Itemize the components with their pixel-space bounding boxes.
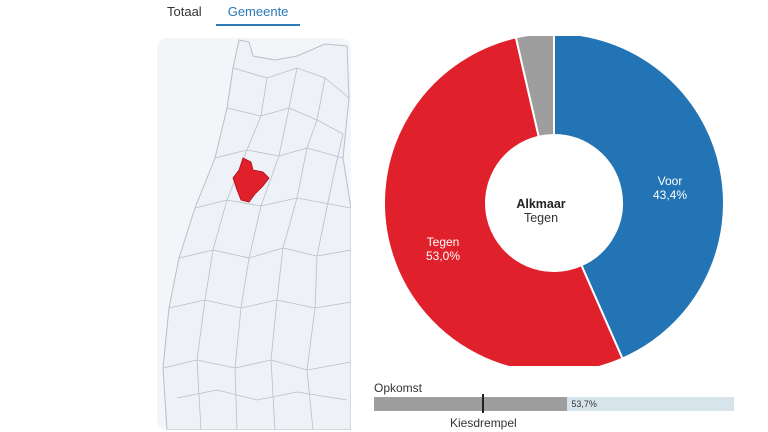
slice-label-voor: Voor 43,4% [650, 174, 690, 202]
donut-slice-tegen[interactable] [384, 36, 624, 366]
donut-slice-other[interactable] [514, 36, 555, 138]
tegen-percentage: 53,0% [425, 249, 461, 263]
turnout-value: 53,7% [571, 399, 597, 409]
threshold-marker [482, 394, 484, 413]
province-outline [162, 39, 351, 430]
slice-label-tegen: Tegen 53,0% [418, 235, 468, 263]
turnout-title: Opkomst [374, 381, 423, 395]
donut-center-label: Alkmaar Tegen [486, 197, 596, 225]
tab-bar: Totaal Gemeente [157, 0, 301, 26]
voor-label: Voor [657, 174, 683, 188]
tegen-label: Tegen [426, 235, 460, 249]
threshold-label: Kiesdrempel [450, 416, 517, 430]
voor-percentage: 43,4% [652, 188, 688, 202]
results-donut-chart [384, 36, 725, 366]
municipality-map [157, 38, 351, 430]
donut-slice-voor[interactable] [553, 36, 725, 360]
municipality-borders [162, 67, 351, 430]
tab-gemeente[interactable]: Gemeente [215, 0, 301, 26]
turnout-bar: 53,7% [374, 397, 734, 411]
turnout-bar-fill [374, 397, 568, 411]
tab-totaal[interactable]: Totaal [167, 4, 202, 19]
center-subtitle: Tegen [523, 211, 559, 225]
highlighted-municipality[interactable] [232, 157, 270, 203]
center-title: Alkmaar [516, 197, 566, 211]
